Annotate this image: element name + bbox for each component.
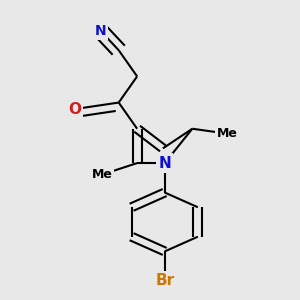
Text: O: O — [68, 102, 81, 117]
Text: Me: Me — [92, 168, 112, 181]
Text: Br: Br — [155, 273, 174, 288]
Text: Me: Me — [217, 127, 238, 140]
Text: N: N — [94, 24, 106, 38]
Text: N: N — [158, 156, 171, 171]
